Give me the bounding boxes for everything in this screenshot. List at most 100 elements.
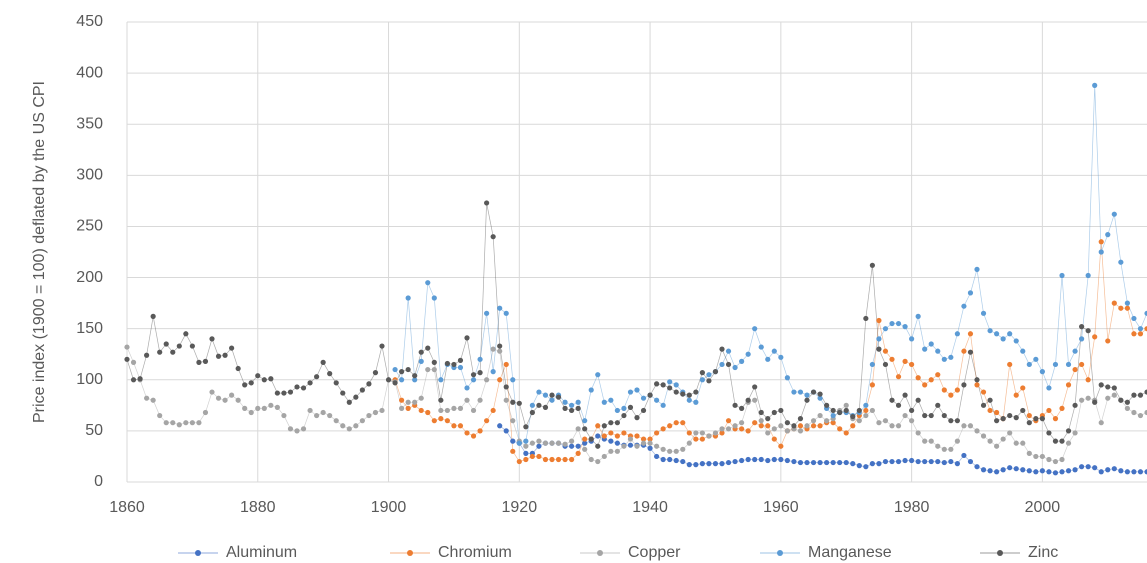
- data-point: [1000, 467, 1006, 473]
- data-point: [333, 418, 339, 424]
- data-point: [536, 443, 542, 449]
- data-point: [1137, 331, 1144, 337]
- data-point: [1085, 464, 1091, 470]
- data-point: [1118, 259, 1124, 265]
- data-point: [379, 407, 385, 414]
- data-point: [961, 423, 967, 429]
- data-point: [1131, 331, 1137, 337]
- data-point: [1098, 239, 1104, 245]
- data-point: [1065, 428, 1072, 434]
- data-point: [1052, 416, 1059, 422]
- data-point: [1144, 469, 1147, 475]
- data-point: [909, 418, 915, 424]
- data-point: [1059, 456, 1065, 463]
- data-point: [882, 418, 889, 424]
- data-point: [778, 354, 784, 360]
- data-point: [320, 359, 326, 365]
- data-point: [974, 428, 980, 434]
- data-point: [804, 397, 810, 403]
- data-point: [268, 402, 274, 408]
- data-point: [1000, 336, 1006, 342]
- data-point: [987, 438, 993, 444]
- data-point: [490, 407, 496, 414]
- data-point: [614, 420, 620, 426]
- data-point: [1007, 361, 1013, 368]
- data-point: [797, 389, 804, 395]
- data-point: [752, 397, 758, 403]
- data-point: [529, 440, 535, 446]
- data-point: [810, 459, 817, 466]
- data-point: [882, 458, 889, 465]
- data-point: [444, 418, 450, 424]
- data-point: [1079, 397, 1085, 403]
- data-point: [1052, 458, 1059, 465]
- data-point: [1111, 466, 1117, 472]
- data-point: [804, 459, 810, 466]
- data-point: [954, 461, 960, 467]
- data-point: [405, 399, 411, 405]
- data-point: [582, 446, 588, 452]
- data-point: [157, 412, 163, 419]
- data-point: [209, 389, 215, 395]
- data-point: [235, 397, 241, 403]
- data-point: [830, 407, 836, 414]
- data-point: [516, 440, 522, 446]
- data-point: [928, 458, 934, 465]
- data-point: [634, 433, 640, 439]
- data-point: [582, 436, 588, 442]
- data-point: [438, 416, 444, 422]
- data-point: [144, 395, 150, 401]
- data-point: [189, 343, 195, 349]
- data-point: [732, 423, 738, 429]
- data-point: [967, 349, 974, 355]
- data-point: [627, 436, 634, 442]
- data-point: [353, 423, 359, 429]
- data-point: [1105, 232, 1111, 238]
- data-point: [980, 467, 987, 473]
- data-point: [582, 426, 588, 432]
- data-point: [824, 418, 830, 424]
- data-point: [189, 420, 195, 426]
- data-point: [1131, 315, 1137, 322]
- x-tick-label: 1940: [632, 499, 668, 516]
- data-point: [765, 430, 771, 436]
- data-point: [281, 412, 287, 419]
- data-point: [327, 412, 333, 419]
- data-point: [771, 426, 777, 432]
- legend-label: Manganese: [808, 544, 892, 561]
- data-point: [451, 361, 457, 368]
- data-point: [843, 459, 849, 466]
- data-point: [922, 438, 928, 444]
- data-point: [1118, 305, 1124, 311]
- data-point: [346, 426, 352, 432]
- data-point: [608, 430, 614, 436]
- data-point: [739, 358, 745, 364]
- data-point: [660, 456, 666, 463]
- data-point: [300, 385, 307, 391]
- data-point: [1111, 211, 1117, 217]
- data-point: [837, 459, 843, 466]
- data-point: [673, 389, 679, 395]
- data-point: [660, 426, 666, 432]
- data-point: [627, 389, 634, 395]
- data-point: [889, 356, 895, 362]
- data-point: [954, 331, 960, 337]
- data-point: [1065, 440, 1072, 446]
- data-point: [614, 433, 620, 439]
- data-point: [876, 336, 882, 342]
- data-point: [1111, 300, 1117, 306]
- data-point: [503, 428, 509, 434]
- data-point: [863, 407, 869, 414]
- data-point: [843, 407, 849, 414]
- data-point: [1046, 385, 1052, 391]
- data-point: [235, 365, 241, 372]
- data-point: [555, 394, 562, 400]
- data-point: [464, 397, 470, 403]
- data-point: [431, 366, 437, 373]
- data-point: [372, 370, 379, 376]
- data-point: [176, 422, 182, 428]
- data-point: [202, 358, 209, 364]
- data-point: [882, 361, 889, 368]
- data-point: [287, 389, 294, 395]
- data-point: [1059, 469, 1065, 475]
